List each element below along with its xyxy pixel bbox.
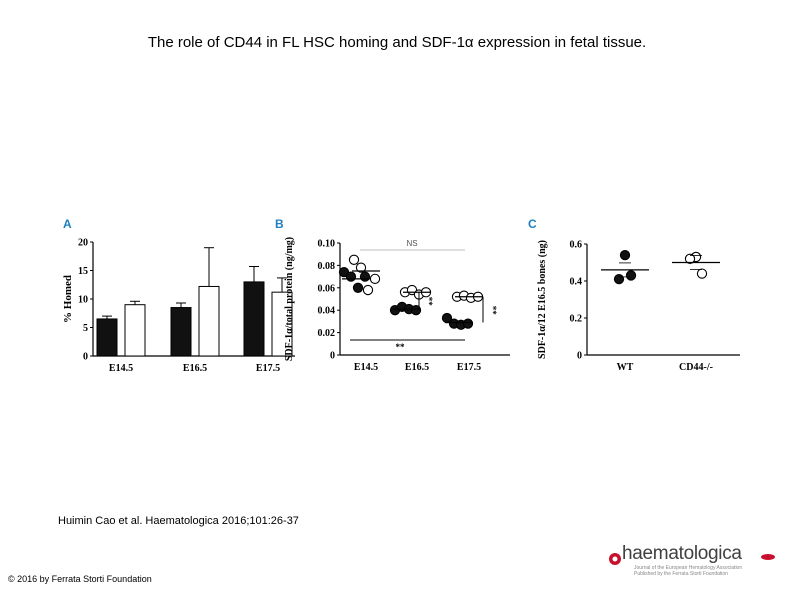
panel-a-y-tick-label: 5 [83,323,88,334]
panel-b-sig-label: ** [424,297,434,307]
panel-b-point [348,254,360,265]
haematologica-logo: haematologica Journal of the European He… [600,540,780,580]
panel-b-y-tick-label: 0.06 [318,283,336,294]
panel-a-x-tick-label: E14.5 [109,363,133,374]
logo-mark-right-icon [761,554,775,560]
logo-tagline-1: Journal of the European Hematology Assoc… [634,565,743,571]
panel-b-point [352,282,364,293]
panel-c-point [625,270,637,281]
panel-a-bar [124,304,146,357]
panel-b-point [462,318,474,329]
panel-a-y-tick-label: 20 [78,238,88,249]
logo-tagline-2: Published by the Ferrata Storti Foundati… [634,571,728,577]
panel-c-y-tick-label: 0.6 [570,240,583,251]
panel-b-y-tick-label: 0.02 [318,328,336,339]
panel-a-y-tick-label: 10 [78,295,88,306]
panel-c-y-axis-label: SDF-1α/12 E16.5 bones (ng) [537,240,548,359]
slide-title: The role of CD44 in FL HSC homing and SD… [147,34,647,51]
panel-b-x-tick-label: E17.5 [457,362,481,373]
panel-b-y-tick-label: 0.10 [318,239,336,250]
panel-b-point [345,271,357,282]
panel-a-x-tick-label: E16.5 [183,363,207,374]
panel-a-bar [243,281,265,357]
panel-a-bar [96,318,118,357]
panel-c-point [613,274,625,285]
panel-a-bar [198,285,220,357]
copyright: © 2016 by Ferrata Storti Foundation [8,574,152,584]
panel-b-y-tick-label: 0 [330,351,335,362]
panel-b-label: B [275,217,284,231]
panel-c-x-tick-label: WT [617,362,634,373]
panel-c-y-tick-label: 0.2 [570,314,583,325]
panel-b-y-tick-label: 0.04 [318,306,336,317]
logo-mark-icon [609,553,621,565]
panel-b-sig-label: ** [488,306,498,316]
panel-a-y-tick-label: 15 [78,266,88,277]
panel-b-sig-label: ** [396,342,406,352]
logo-tagline: Journal of the European Hematology Assoc… [634,565,774,577]
panel-a-bar [170,307,192,357]
panel-c-point [696,268,708,279]
panel-b-ns-label: NS [406,239,417,248]
panel-a-x-tick-label: E17.5 [256,363,280,374]
panel-a-y-axis-label: % Homed [62,275,74,323]
panel-b-y-axis-label: SDF-1α/total protein (ng/mg) [284,237,295,361]
figure-svg: A 0 5 10 15 20 % Homed E14.5 E16.5 E17.5 B 0 0.02 0.0… [62,217,740,374]
panel-c-y-tick-label: 0 [577,351,582,362]
figure-panels: A 0 5 10 15 20 % Homed E14.5 E16.5 E17.5 B 0 0.02 0.0… [55,213,745,383]
panel-b-point [359,271,371,282]
panel-b-y-tick-label: 0.08 [318,261,336,272]
panel-b-point [362,284,374,296]
panel-c-point [684,253,696,264]
panel-b-point [369,273,381,284]
panel-b-x-tick-label: E14.5 [354,362,378,373]
panel-c-label: C [528,217,537,231]
logo-wordmark: haematologica [622,543,742,564]
panel-c-point [619,249,631,261]
panel-b-point [355,262,367,273]
panel-a-y-tick-label: 0 [83,352,88,363]
panel-c-x-tick-label: CD44-/- [679,362,713,373]
panel-a-label: A [63,217,72,231]
citation: Huimin Cao et al. Haematologica 2016;101… [58,515,299,527]
panel-b-x-tick-label: E16.5 [405,362,429,373]
panel-c-y-tick-label: 0.4 [570,277,583,288]
panel-b-point [410,305,422,316]
